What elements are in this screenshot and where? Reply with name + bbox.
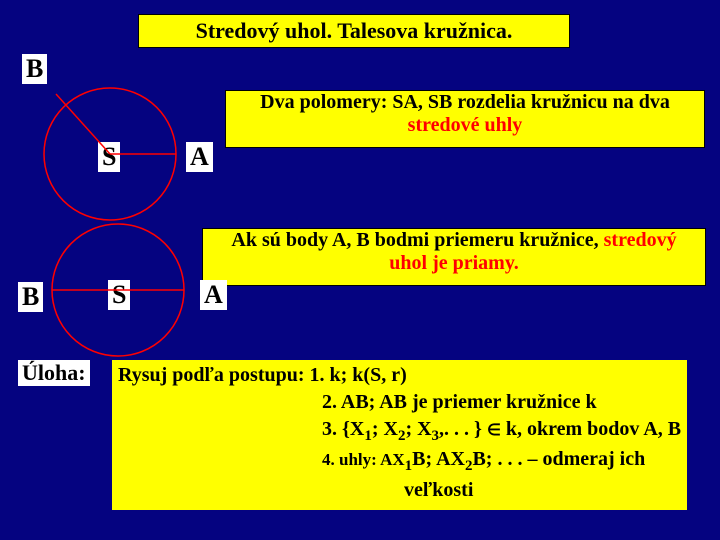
task-block: Rysuj podľa postupu: 1. k; k(S, r) 2. AB… (112, 360, 687, 510)
element-of-icon: ∈ (487, 422, 501, 439)
task-line-5: veľkosti (118, 477, 681, 504)
task-line-4: 4. uhly: AX1B; AX2B; . . . – odmeraj ich (118, 446, 681, 476)
task-line-2: 2. AB; AB je priemer kružnice k (118, 389, 681, 416)
task-line-3: 3. {X1; X2; X3,. . . } ∈ k, okrem bodov … (118, 416, 681, 446)
task-line-1: Rysuj podľa postupu: 1. k; k(S, r) (118, 362, 681, 389)
